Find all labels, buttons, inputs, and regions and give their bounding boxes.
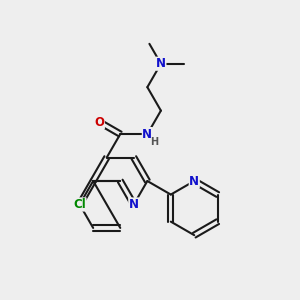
Text: O: O: [94, 116, 104, 128]
Text: N: N: [142, 128, 152, 141]
Text: H: H: [150, 137, 158, 147]
Text: N: N: [129, 198, 139, 211]
Text: N: N: [189, 175, 199, 188]
Text: N: N: [156, 57, 166, 70]
Text: Cl: Cl: [73, 198, 86, 211]
